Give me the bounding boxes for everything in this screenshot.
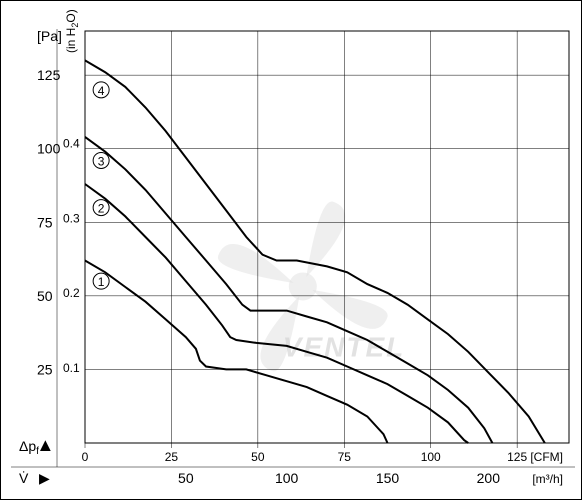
y-inh2o-tick-0-1: 0.1 <box>63 361 80 375</box>
x-m3h-tick-100: 100 <box>275 470 299 486</box>
y-pa-unit: [Pa] <box>37 28 62 44</box>
y-pa-tick-25: 25 <box>37 361 53 377</box>
curve-label-2: 2 <box>98 202 105 216</box>
y-pa-tick-75: 75 <box>37 214 53 230</box>
x-cfm-unit: [CFM] <box>530 450 563 464</box>
x-cfm-tick-75: 75 <box>338 450 352 464</box>
y-inh2o-tick-0-4: 0.4 <box>63 136 80 150</box>
x-m3h-tick-150: 150 <box>376 470 400 486</box>
x-cfm-tick-50: 50 <box>251 450 265 464</box>
curve-2 <box>85 184 468 443</box>
x-cfm-tick-125: 125 <box>507 450 527 464</box>
y-inh2o-tick-0-2: 0.2 <box>63 286 80 300</box>
y-pa-tick-50: 50 <box>37 288 53 304</box>
x-symbol: V̇ <box>19 470 29 486</box>
y-inh2o-tick-0-3: 0.3 <box>63 211 80 225</box>
fan-performance-chart: VENTEL 1 2 3 4 25 50 75 100 125 [Pa] 0.1 0.2 0.3 0.4 (i… <box>0 0 582 500</box>
y-inh2o-unit: (in H2O) <box>64 9 80 53</box>
curve-label-4: 4 <box>98 84 105 98</box>
curve-3 <box>85 137 492 443</box>
curve-label-1: 1 <box>98 275 105 289</box>
chart-svg: VENTEL 1 2 3 4 25 50 75 100 125 [Pa] 0.1 0.2 0.3 0.4 (i… <box>1 1 582 501</box>
x-m3h-tick-200: 200 <box>477 470 501 486</box>
y-arrow: ▶ <box>36 440 52 451</box>
curve-4 <box>85 60 545 443</box>
x-m3h-tick-50: 50 <box>178 470 194 486</box>
x-arrow: ▶ <box>39 470 50 486</box>
x-cfm-tick-0: 0 <box>82 450 89 464</box>
watermark-text: VENTEL <box>283 331 405 362</box>
x-m3h-unit: [m³/h] <box>532 472 563 486</box>
curve-label-3: 3 <box>98 154 105 168</box>
x-cfm-tick-25: 25 <box>165 450 179 464</box>
x-cfm-tick-100: 100 <box>421 450 441 464</box>
